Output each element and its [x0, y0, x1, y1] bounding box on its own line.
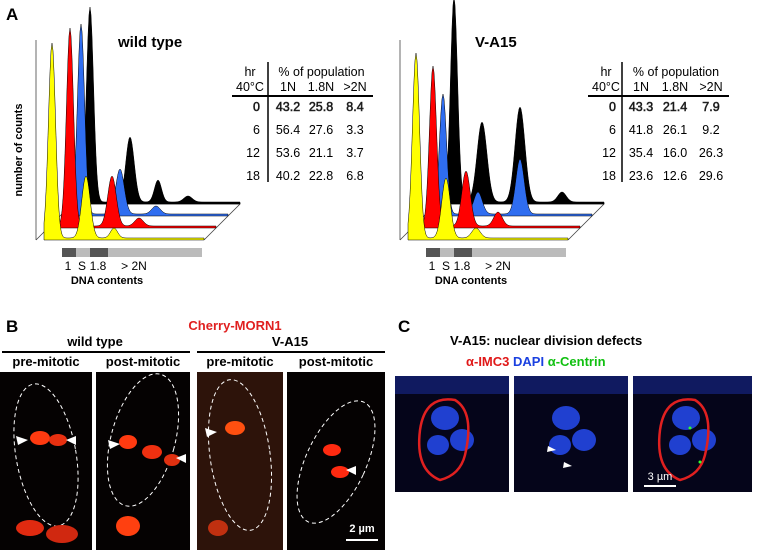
histogram-trace — [43, 42, 205, 241]
table-cell: 3.7 — [346, 146, 363, 160]
micrograph — [633, 376, 752, 492]
row-label: 12 — [246, 146, 260, 160]
micrograph — [0, 372, 92, 550]
table-cell: 26.1 — [663, 123, 687, 137]
gate-bar — [90, 248, 108, 257]
gate-label: S — [78, 259, 86, 273]
table-header: hr — [600, 65, 611, 79]
table-cell: 7.9 — [702, 100, 719, 114]
histogram: 1 S 1.8 > 2N DNA contents — [35, 6, 241, 287]
scale-bar-label: 3 µm — [648, 471, 673, 483]
gate-label: 1.8 — [90, 259, 107, 273]
table-cell: 27.6 — [309, 123, 333, 137]
gate-label: 1.8 — [454, 259, 471, 273]
table-cell: 9.2 — [702, 123, 719, 137]
histogram: 1 S 1.8 > 2N DNA contents — [399, 0, 605, 287]
table-cell: 26.3 — [699, 146, 723, 160]
column-header: >2N — [699, 80, 722, 94]
row-label: 12 — [602, 146, 616, 160]
micrograph — [96, 372, 190, 550]
table-header: hr — [244, 65, 255, 79]
histogram-trace — [443, 0, 605, 205]
column-header: 1.8N — [662, 80, 688, 94]
column-header: 1.8N — [308, 80, 334, 94]
table-cell: 23.6 — [629, 169, 653, 183]
micrograph — [395, 376, 509, 492]
gate-bar — [426, 248, 566, 257]
table-cell: 43.3 — [629, 100, 653, 114]
column-header: >2N — [343, 80, 366, 94]
row-label: 18 — [602, 169, 616, 183]
gate-label: 1 — [65, 259, 72, 273]
table-cell: 22.8 — [309, 169, 333, 183]
y-axis-label: number of counts — [13, 104, 25, 197]
column-title: post-mitotic — [299, 354, 373, 369]
table-header: % of population — [633, 65, 719, 79]
table-cell: 8.4 — [346, 100, 363, 114]
table-header: 40°C — [592, 80, 620, 94]
micrograph — [514, 376, 628, 492]
chart-title: wild type — [117, 34, 182, 51]
table-cell: 6.8 — [346, 169, 363, 183]
gate-bar — [62, 248, 202, 257]
table-cell: 56.4 — [276, 123, 300, 137]
panel-label: B — [6, 317, 18, 336]
table-cell: 53.6 — [276, 146, 300, 160]
stain-label: α-Centrin — [548, 354, 606, 369]
row-label: 6 — [253, 123, 260, 137]
gate-label: 1 — [429, 259, 436, 273]
gate-bar — [426, 248, 440, 257]
stain-labels: α-IMC3 DAPI α-Centrin — [466, 354, 606, 369]
x-axis-label: DNA contents — [435, 275, 507, 287]
panel-label: A — [6, 5, 18, 24]
row-label: 6 — [609, 123, 616, 137]
histogram-trace — [79, 6, 241, 205]
table-header: % of population — [278, 65, 364, 79]
panel-label: C — [398, 317, 410, 336]
row-label: 0 — [253, 100, 260, 114]
table-cell: 43.2 — [276, 100, 300, 114]
table-cell: 3.3 — [346, 123, 363, 137]
table-cell: 16.0 — [663, 146, 687, 160]
column-title: pre-mitotic — [206, 354, 273, 369]
table-cell: 35.4 — [629, 146, 653, 160]
table-cell: 40.2 — [276, 169, 300, 183]
micrograph — [197, 372, 283, 550]
table-cell: 29.6 — [699, 169, 723, 183]
group-title: V-A15 — [272, 334, 308, 349]
gate-label: > 2N — [121, 259, 147, 273]
scale-bar-label: 2 µm — [349, 523, 375, 535]
column-title: post-mitotic — [106, 354, 180, 369]
table-cell: 25.8 — [309, 100, 333, 114]
table-cell: 41.8 — [629, 123, 653, 137]
table-cell: 21.4 — [663, 100, 687, 114]
column-header: 1N — [633, 80, 649, 94]
stain-label: α-IMC3 — [466, 354, 509, 369]
column-header: 1N — [280, 80, 296, 94]
column-title: pre-mitotic — [12, 354, 79, 369]
row-label: 18 — [246, 169, 260, 183]
micrograph — [287, 372, 385, 550]
gate-bar — [62, 248, 76, 257]
gate-bar — [454, 248, 472, 257]
group-title: wild type — [66, 334, 123, 349]
panel-title: V-A15: nuclear division defects — [450, 333, 642, 348]
chart-title: V-A15 — [475, 34, 517, 51]
table-header: 40°C — [236, 80, 264, 94]
table-cell: 21.1 — [309, 146, 333, 160]
stain-label: DAPI — [513, 354, 544, 369]
gate-label: S — [442, 259, 450, 273]
x-axis-label: DNA contents — [71, 275, 143, 287]
row-label: 0 — [609, 100, 616, 114]
table-cell: 12.6 — [663, 169, 687, 183]
gate-label: > 2N — [485, 259, 511, 273]
histogram-trace — [407, 52, 569, 241]
marker-label: Cherry-MORN1 — [188, 318, 281, 333]
